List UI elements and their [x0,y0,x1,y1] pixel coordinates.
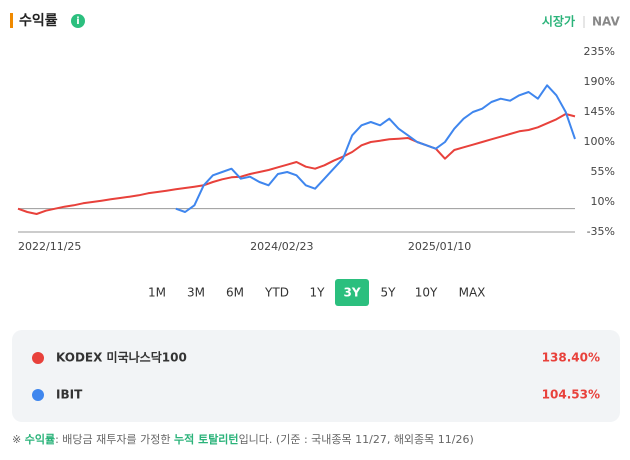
legend-name: KODEX 미국나스닥100 [56,350,187,365]
y-tick-label: 10% [591,195,615,208]
x-tick-label: 2025/01/10 [408,240,471,253]
legend-dot [32,352,44,364]
legend-dot [32,389,44,401]
legend-name: IBIT [56,388,83,402]
title-bar [10,13,13,28]
period-button[interactable]: 3Y [343,286,360,300]
toggle-nav[interactable]: NAV [592,15,621,29]
y-tick-label: 190% [584,75,615,88]
legend-box [12,330,620,422]
fn-0: ※ [12,433,21,446]
y-tick-label: 100% [584,135,615,148]
y-tick-label: 55% [591,165,615,178]
period-active-bg [335,279,369,306]
y-tick-label: -35% [587,225,615,238]
y-tick-label: 235% [584,45,615,58]
toggle-price[interactable]: 시장가 [542,14,575,29]
fn-4: 입니다. (기준 : 국내종목 11/27, 해외종목 11/26) [239,432,474,446]
period-button[interactable]: YTD [264,286,289,300]
x-tick-label: 2024/02/23 [250,240,313,253]
title: 수익률 [19,12,58,29]
fn-2: : 배당금 재투자를 가정한 [55,433,170,446]
y-tick-label: 145% [584,105,615,118]
info-icon[interactable] [71,14,85,28]
footnote: ※ 수익률: 배당금 재투자를 가정한 누적 토탈리턴입니다. (기준 : 국내… [12,432,474,446]
legend-return: 104.53% [542,388,600,402]
x-tick-label: 2022/11/25 [18,240,81,253]
period-button[interactable]: MAX [459,286,486,300]
period-button[interactable]: 10Y [415,286,438,300]
info-i: i [76,16,79,27]
series-line [175,84,576,213]
legend-return: 138.40% [542,351,600,365]
period-button[interactable]: 6M [226,286,244,300]
period-button[interactable]: 5Y [381,286,397,300]
fn-3: 누적 토탈리턴 [174,432,239,446]
period-button[interactable]: 3M [187,286,205,300]
series-line [17,113,576,215]
period-button[interactable]: 1Y [310,286,326,300]
period-button[interactable]: 1M [148,286,166,300]
fn-1: 수익률 [25,433,55,446]
